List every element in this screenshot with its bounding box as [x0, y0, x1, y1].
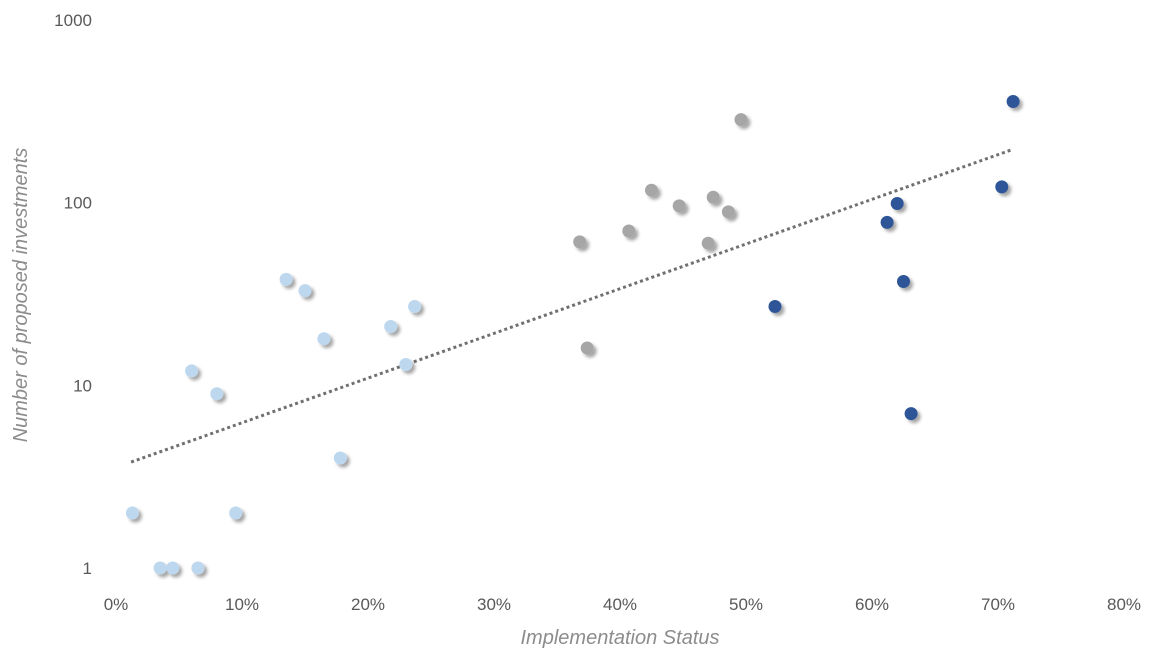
data-points: [125, 95, 1020, 575]
data-point: [721, 205, 735, 219]
data-point: [166, 561, 180, 575]
data-point: [995, 180, 1009, 194]
data-point: [622, 224, 636, 238]
y-tick-label: 1000: [54, 11, 92, 30]
data-point: [645, 183, 658, 197]
x-tick-label: 10%: [225, 595, 259, 614]
data-point: [573, 235, 587, 249]
data-point: [399, 358, 413, 371]
x-tick-label: 20%: [351, 595, 385, 614]
x-tick-label: 70%: [981, 595, 1015, 614]
y-tick-label: 100: [64, 194, 92, 213]
x-tick-label: 40%: [603, 595, 637, 614]
data-point: [904, 407, 918, 421]
data-point: [890, 197, 904, 210]
y-tick-label: 10: [73, 376, 92, 395]
data-point: [768, 300, 782, 313]
data-point: [701, 236, 715, 250]
data-point: [408, 300, 422, 313]
x-tick-label: 0%: [104, 595, 129, 614]
x-axis-ticks: 0% 10% 20% 30% 40% 50% 60% 70% 80%: [104, 595, 1141, 614]
data-point: [1006, 95, 1020, 108]
data-point: [880, 215, 894, 229]
data-point: [672, 199, 686, 213]
data-point: [333, 451, 347, 465]
data-point: [384, 320, 398, 333]
y-tick-label: 1: [83, 559, 92, 578]
data-point: [580, 341, 594, 355]
data-point: [210, 387, 224, 401]
data-point: [279, 272, 293, 286]
x-tick-label: 80%: [1107, 595, 1141, 614]
x-tick-label: 30%: [477, 595, 511, 614]
y-axis-ticks: 1 10 100 1000: [54, 11, 92, 578]
y-axis-title: Number of proposed investments: [10, 148, 32, 443]
data-point: [185, 364, 199, 378]
x-axis-title: Implementation Status: [521, 627, 720, 649]
data-point: [897, 275, 910, 288]
trendline: [130, 148, 1013, 464]
data-point: [125, 506, 139, 520]
data-point: [706, 190, 720, 204]
data-point: [317, 332, 331, 346]
x-tick-label: 50%: [729, 595, 763, 614]
data-point: [734, 113, 748, 127]
data-point: [153, 561, 167, 575]
data-point: [229, 506, 243, 520]
data-point: [191, 561, 205, 575]
x-tick-label: 60%: [855, 595, 889, 614]
data-point: [298, 284, 312, 298]
